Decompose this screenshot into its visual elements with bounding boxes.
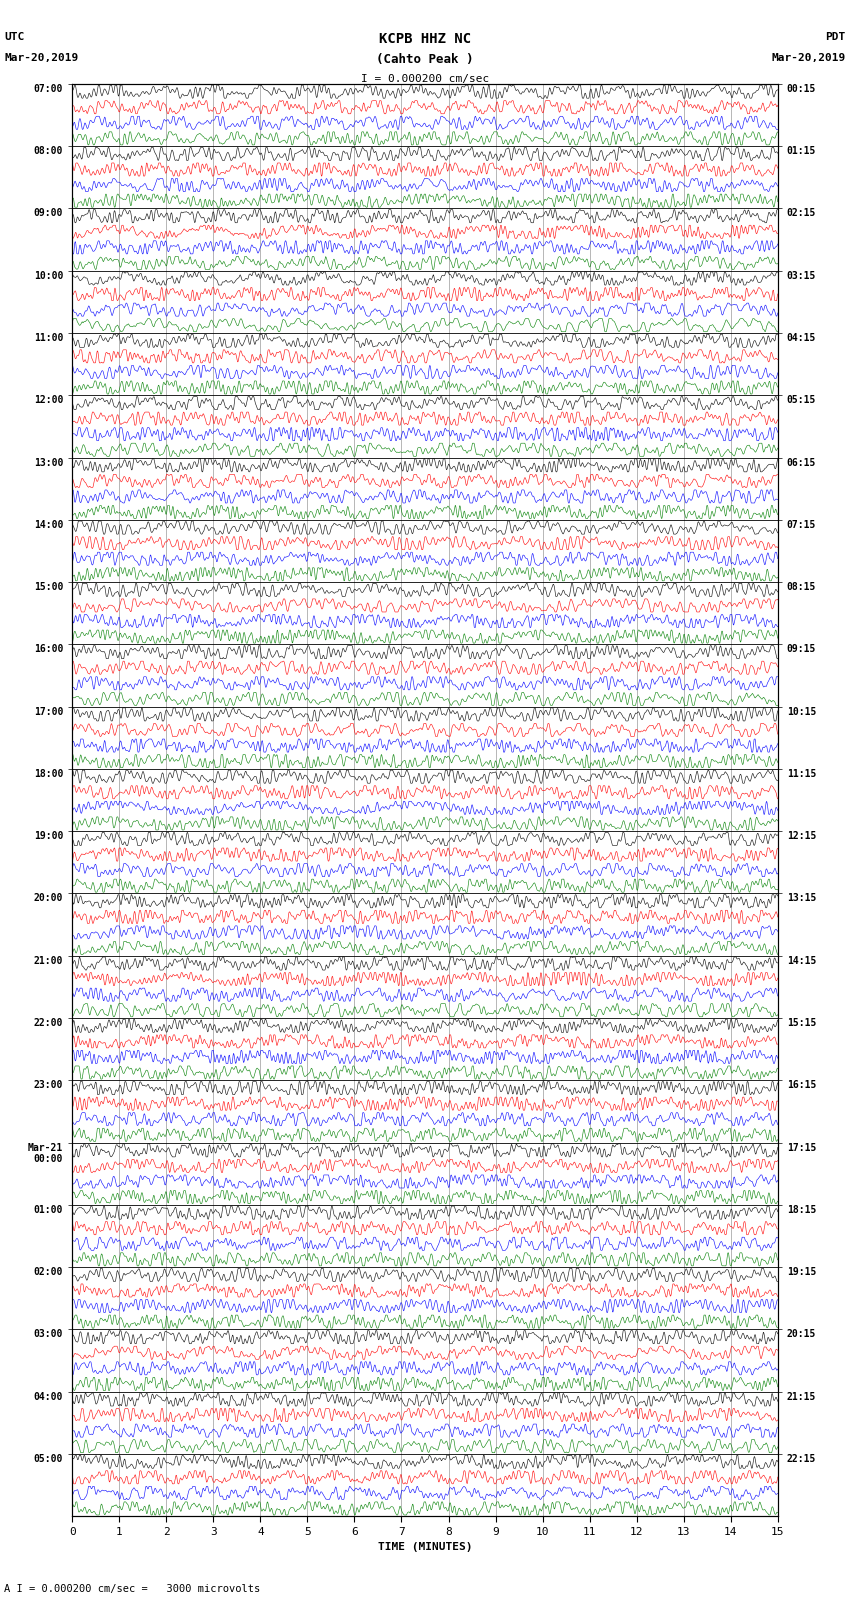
Text: Mar-20,2019: Mar-20,2019 xyxy=(4,53,78,63)
Text: Mar-20,2019: Mar-20,2019 xyxy=(772,53,846,63)
Text: KCPB HHZ NC: KCPB HHZ NC xyxy=(379,32,471,47)
Text: I = 0.000200 cm/sec: I = 0.000200 cm/sec xyxy=(361,74,489,84)
Text: UTC: UTC xyxy=(4,32,25,42)
Text: A I = 0.000200 cm/sec =   3000 microvolts: A I = 0.000200 cm/sec = 3000 microvolts xyxy=(4,1584,260,1594)
X-axis label: TIME (MINUTES): TIME (MINUTES) xyxy=(377,1542,473,1552)
Text: (Cahto Peak ): (Cahto Peak ) xyxy=(377,53,473,66)
Text: PDT: PDT xyxy=(825,32,846,42)
